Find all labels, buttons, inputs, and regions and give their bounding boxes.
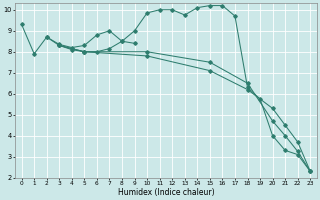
X-axis label: Humidex (Indice chaleur): Humidex (Indice chaleur) <box>118 188 214 197</box>
